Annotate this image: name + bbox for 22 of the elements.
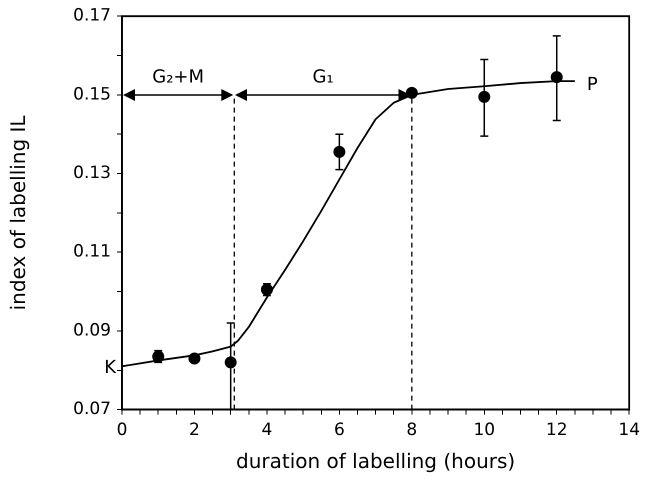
y-tick-label: 0.15 [73,84,111,104]
x-tick-label: 12 [546,420,568,440]
annotation: P [586,74,598,95]
x-tick-label: 8 [406,420,418,440]
point [406,86,418,99]
x-tick-label: 0 [116,420,128,440]
annotation: G₁ [312,66,334,88]
y-tick-label: 0.11 [73,242,111,262]
point [188,352,200,364]
x-tick-label: 10 [473,420,496,440]
y-tick-label: 0.17 [73,6,111,26]
x-tick-label: 14 [618,420,640,440]
y-axis-title: index of labelling IL [6,114,30,310]
x-tick-label: 2 [189,420,200,440]
y-tick-label: 0.07 [73,399,111,420]
x-tick-label: 6 [334,420,345,440]
y-tick-label: 0.13 [73,162,111,183]
y-tick-label: 0.09 [73,320,111,340]
x-tick-label: 4 [261,420,272,440]
x-axis-title: duration of labelling (hours) [236,449,516,474]
annotation: K [104,357,118,378]
annotation: G₂+M [152,66,204,88]
